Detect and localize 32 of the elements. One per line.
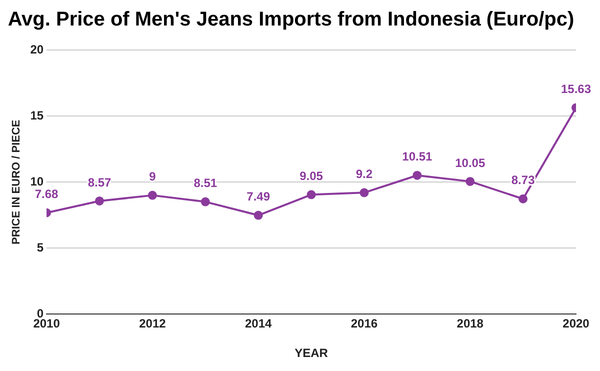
data-label: 15.63 [560, 82, 592, 96]
y-tick-label: 5 [36, 240, 44, 254]
x-axis-title: YEAR [294, 346, 328, 360]
data-label: 10.05 [455, 156, 486, 170]
data-label: 8.57 [88, 175, 112, 190]
data-label: 10.51 [402, 150, 433, 164]
point [360, 188, 369, 198]
data-label: 7.49 [246, 190, 270, 204]
x-tick-label: 2016 [350, 316, 378, 331]
x-tick-label: 2012 [139, 316, 166, 331]
y-tick-label: 20 [30, 42, 44, 56]
point [200, 197, 210, 206]
point [254, 210, 263, 220]
data-label: 9.05 [300, 168, 324, 183]
x-tick-label: 2014 [244, 316, 272, 331]
point [518, 194, 528, 204]
x-tick-label: 2020 [562, 316, 590, 331]
x-tick-label: 2018 [456, 316, 484, 331]
data-label: 7.68 [34, 187, 59, 202]
point [148, 190, 157, 200]
point [466, 176, 475, 186]
point [94, 196, 104, 206]
y-axis-title: PRICE IN EURO / PIECE [10, 120, 23, 244]
point [306, 190, 316, 200]
data-label: 9.2 [356, 166, 373, 181]
data-label: 8.51 [194, 176, 218, 190]
point [412, 170, 422, 180]
data-label: 9 [149, 170, 156, 184]
y-tick-label: 10 [30, 174, 44, 188]
x-tick-label: 2010 [33, 316, 60, 331]
chart-title: Avg. Price of Men's Jeans Imports from Indonesia (Euro/pc) [8, 8, 574, 31]
y-tick-label: 15 [30, 108, 44, 122]
